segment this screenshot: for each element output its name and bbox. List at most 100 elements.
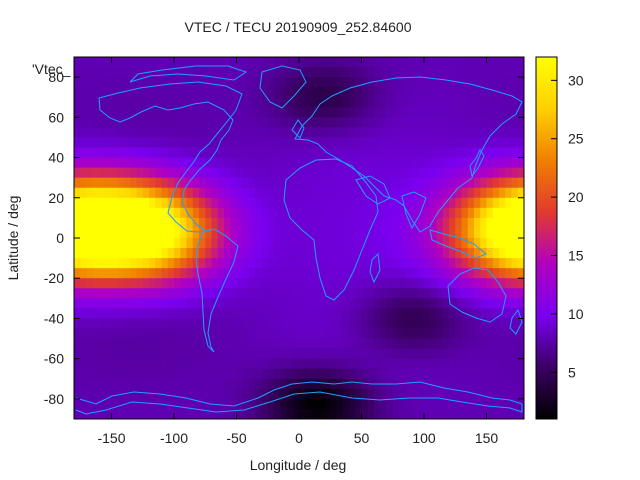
- heatmap-cell: [236, 268, 244, 279]
- heatmap-cell: [380, 107, 387, 118]
- heatmap-cell: [411, 398, 419, 410]
- heatmap-cell: [167, 217, 175, 229]
- heatmap-cell: [136, 238, 144, 249]
- heatmap-cell: [311, 308, 319, 319]
- heatmap-cell: [380, 248, 387, 259]
- heatmap-cell: [367, 67, 375, 78]
- heatmap-cell: [242, 197, 250, 209]
- heatmap-cell: [461, 67, 469, 78]
- heatmap-cell: [217, 147, 225, 158]
- heatmap-cell: [149, 127, 156, 138]
- heatmap-cell: [92, 167, 100, 179]
- heatmap-cell: [130, 167, 137, 179]
- heatmap-cell: [192, 378, 200, 390]
- heatmap-cell: [192, 227, 200, 239]
- heatmap-cell: [380, 398, 387, 410]
- heatmap-cell: [236, 197, 244, 209]
- heatmap-cell: [336, 358, 344, 370]
- india-outline: [401, 191, 427, 230]
- heatmap-cell: [505, 137, 512, 148]
- heatmap-cell: [305, 67, 312, 78]
- heatmap-cell: [430, 268, 437, 279]
- heatmap-cell: [417, 97, 425, 108]
- heatmap-cell: [161, 318, 169, 329]
- heatmap-cell: [149, 147, 156, 158]
- heatmap-cell: [449, 87, 456, 98]
- heatmap-cell: [105, 358, 112, 370]
- heatmap-cell: [199, 358, 206, 370]
- heatmap-cell: [374, 177, 381, 189]
- heatmap-cell: [117, 378, 125, 390]
- heatmap-cell: [149, 117, 156, 128]
- heatmap-cell: [411, 238, 419, 249]
- heatmap-cell: [280, 378, 287, 390]
- heatmap-cell: [517, 308, 525, 319]
- heatmap-cell: [305, 137, 312, 148]
- heatmap-cell: [399, 107, 406, 118]
- heatmap-cell: [111, 87, 119, 98]
- heatmap-cell: [449, 77, 456, 88]
- heatmap-cell: [474, 227, 481, 239]
- heatmap-cell: [205, 408, 212, 420]
- heatmap-cell: [442, 278, 450, 289]
- heatmap-cell: [442, 308, 450, 319]
- heatmap-cell: [486, 358, 494, 370]
- heatmap-cell: [205, 57, 212, 68]
- heatmap-cell: [330, 408, 337, 420]
- heatmap-cell: [449, 288, 456, 299]
- heatmap-cell: [499, 107, 506, 118]
- heatmap-cell: [330, 57, 337, 68]
- heatmap-cell: [411, 197, 419, 209]
- heatmap-cell: [117, 298, 125, 309]
- heatmap-cell: [155, 288, 162, 299]
- heatmap-cell: [486, 338, 494, 350]
- heatmap-cell: [299, 258, 306, 269]
- heatmap-cell: [461, 398, 469, 410]
- heatmap-cell: [255, 348, 262, 360]
- heatmap-cell: [80, 57, 87, 68]
- heatmap-cell: [474, 97, 481, 108]
- heatmap-cell: [430, 137, 437, 148]
- heatmap-cell: [380, 157, 387, 169]
- heatmap-cell: [342, 117, 350, 128]
- heatmap-cell: [280, 217, 287, 229]
- heatmap-cell: [230, 177, 237, 189]
- heatmap-cell: [230, 137, 237, 148]
- heatmap-cell: [255, 338, 262, 350]
- heatmap-cell: [242, 368, 250, 380]
- heatmap-cell: [261, 57, 269, 68]
- heatmap-cell: [330, 157, 337, 169]
- heatmap-cell: [224, 167, 231, 179]
- heatmap-cell: [199, 318, 206, 329]
- heatmap-cell: [505, 308, 512, 319]
- heatmap-cell: [449, 57, 456, 68]
- heatmap-cell: [99, 378, 106, 390]
- heatmap-cell: [467, 358, 475, 370]
- heatmap-cell: [111, 398, 119, 410]
- heatmap-cell: [367, 187, 375, 199]
- heatmap-cell: [99, 368, 106, 380]
- heatmap-cell: [361, 258, 369, 269]
- heatmap-cell: [355, 187, 362, 199]
- heatmap-cell: [305, 338, 312, 350]
- heatmap-cell: [186, 328, 194, 339]
- heatmap-cell: [386, 97, 394, 108]
- heatmap-cell: [92, 288, 100, 299]
- heatmap-cell: [267, 288, 275, 299]
- heatmap-cell: [180, 358, 187, 370]
- heatmap-cell: [299, 57, 306, 68]
- heatmap-cell: [136, 328, 144, 339]
- heatmap-cell: [274, 137, 281, 148]
- heatmap-cell: [492, 278, 500, 289]
- heatmap-cell: [361, 227, 369, 239]
- heatmap-cell: [80, 217, 87, 229]
- heatmap-cell: [399, 278, 406, 289]
- heatmap-cell: [274, 348, 281, 360]
- heatmap-cell: [417, 167, 425, 179]
- heatmap-cell: [299, 268, 306, 279]
- heatmap-cell: [230, 288, 237, 299]
- heatmap-cell: [249, 268, 256, 279]
- heatmap-cell: [442, 248, 450, 259]
- heatmap-cell: [442, 147, 450, 158]
- heatmap-cell: [149, 288, 156, 299]
